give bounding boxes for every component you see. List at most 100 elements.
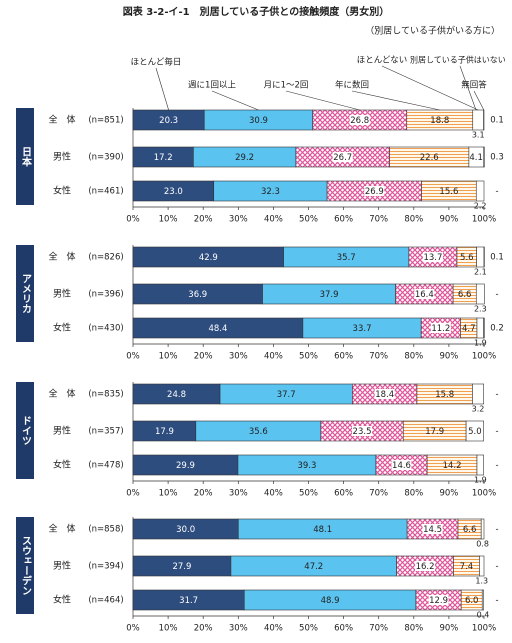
value-label: 17.2: [154, 153, 173, 163]
value-label: 5.0: [468, 427, 482, 437]
value-label: 35.6: [249, 427, 268, 437]
x-tick-label: 40%: [264, 624, 283, 634]
row-label: 全 体: [48, 523, 75, 535]
value-label: 16.4: [415, 290, 434, 300]
legend-label: 無回答: [461, 80, 487, 91]
x-tick-label: 90%: [439, 624, 458, 634]
value-label: 17.9: [425, 427, 444, 437]
value-label: 1.9: [474, 476, 487, 485]
bar-segment: [483, 317, 485, 339]
value-label: 29.9: [176, 461, 195, 471]
value-label: 0.4: [477, 611, 490, 620]
country-box: [16, 517, 34, 614]
value-label: -: [495, 427, 498, 437]
value-label: 4.7: [462, 324, 476, 334]
value-label: 20.3: [159, 116, 178, 126]
value-label: 30.0: [176, 525, 195, 535]
label-bg: [374, 389, 395, 399]
value-label: 22.6: [420, 153, 439, 163]
leader-line: [459, 65, 477, 111]
legend-label: 月に1～2回: [264, 81, 309, 91]
n-label: (n=396): [88, 290, 123, 300]
x-tick-label: 100%: [472, 215, 496, 225]
value-label: -: [495, 290, 498, 300]
legend-label: ほとんど毎日: [131, 57, 182, 68]
value-label: 24.8: [167, 390, 186, 400]
value-label: 0.1: [490, 116, 504, 126]
bar-segment: [475, 180, 485, 202]
value-label: 31.7: [179, 596, 198, 606]
n-label: (n=464): [88, 596, 123, 606]
value-label: 6.0: [465, 596, 479, 606]
label-bg: [415, 561, 436, 571]
row-label: 女性: [53, 594, 71, 606]
value-label: 5.6: [460, 253, 474, 263]
n-label: (n=858): [88, 525, 123, 535]
value-label: 15.6: [439, 187, 458, 197]
value-label: 0.1: [490, 253, 504, 263]
x-tick-label: 60%: [334, 215, 353, 225]
value-label: 16.2: [416, 562, 435, 572]
label-bg: [422, 252, 443, 262]
x-tick-label: 20%: [194, 352, 213, 362]
leader-line: [381, 65, 479, 111]
value-label: 27.9: [172, 562, 191, 572]
value-label: -: [495, 562, 498, 572]
x-tick-label: 100%: [472, 489, 496, 499]
x-tick-label: 70%: [369, 489, 388, 499]
value-label: -: [495, 525, 498, 535]
value-label: 32.3: [261, 187, 280, 197]
row-label: 男性: [53, 560, 71, 572]
x-tick-label: 0%: [126, 215, 140, 225]
x-tick-label: 10%: [159, 624, 178, 634]
row-label: 女性: [53, 322, 71, 334]
x-tick-label: 0%: [126, 352, 140, 362]
x-tick-label: 80%: [404, 489, 423, 499]
x-tick-label: 30%: [229, 489, 248, 499]
value-label: 14.2: [443, 461, 462, 471]
value-label: 2.1: [474, 268, 487, 277]
x-tick-label: 0%: [126, 489, 140, 499]
value-label: 48.9: [321, 596, 340, 606]
x-tick-label: 40%: [264, 352, 283, 362]
x-tick-label: 40%: [264, 215, 283, 225]
value-label: 47.2: [304, 562, 323, 572]
label-bg: [414, 289, 435, 299]
label-bg: [422, 524, 443, 534]
n-label: (n=478): [88, 461, 123, 471]
value-label: 12.9: [429, 596, 448, 606]
value-label: 6.6: [463, 525, 477, 535]
x-tick-label: 100%: [472, 624, 496, 634]
value-label: 14.6: [392, 461, 411, 471]
x-tick-label: 50%: [299, 352, 318, 362]
n-label: (n=826): [88, 253, 123, 263]
row-label: 全 体: [48, 251, 75, 263]
bar-segment: [476, 317, 484, 339]
x-tick-label: 80%: [404, 215, 423, 225]
value-label: 3.2: [472, 405, 485, 414]
x-tick-label: 50%: [299, 489, 318, 499]
leader-line: [285, 90, 360, 111]
value-label: 23.0: [164, 187, 183, 197]
label-bg: [428, 595, 449, 605]
value-label: 0.2: [490, 324, 504, 334]
bar-segment: [479, 555, 485, 577]
value-label: 4.1: [469, 153, 483, 163]
country-box: [16, 108, 34, 205]
value-label: 37.7: [277, 390, 296, 400]
bar-segment: [475, 283, 485, 305]
value-label: 36.9: [188, 290, 207, 300]
value-label: 26.7: [333, 153, 352, 163]
value-label: 2.2: [474, 202, 487, 211]
subtitle: （別居している子供がいる方に）: [365, 25, 500, 37]
x-tick-label: 10%: [159, 489, 178, 499]
value-label: 48.1: [313, 525, 332, 535]
leader-line: [155, 67, 169, 111]
row-label: 男性: [53, 151, 71, 163]
x-tick-label: 70%: [369, 215, 388, 225]
n-label: (n=357): [88, 427, 123, 437]
country-box: [16, 245, 34, 342]
n-label: (n=394): [88, 562, 123, 572]
bar-segment: [481, 589, 484, 611]
x-tick-label: 60%: [334, 352, 353, 362]
